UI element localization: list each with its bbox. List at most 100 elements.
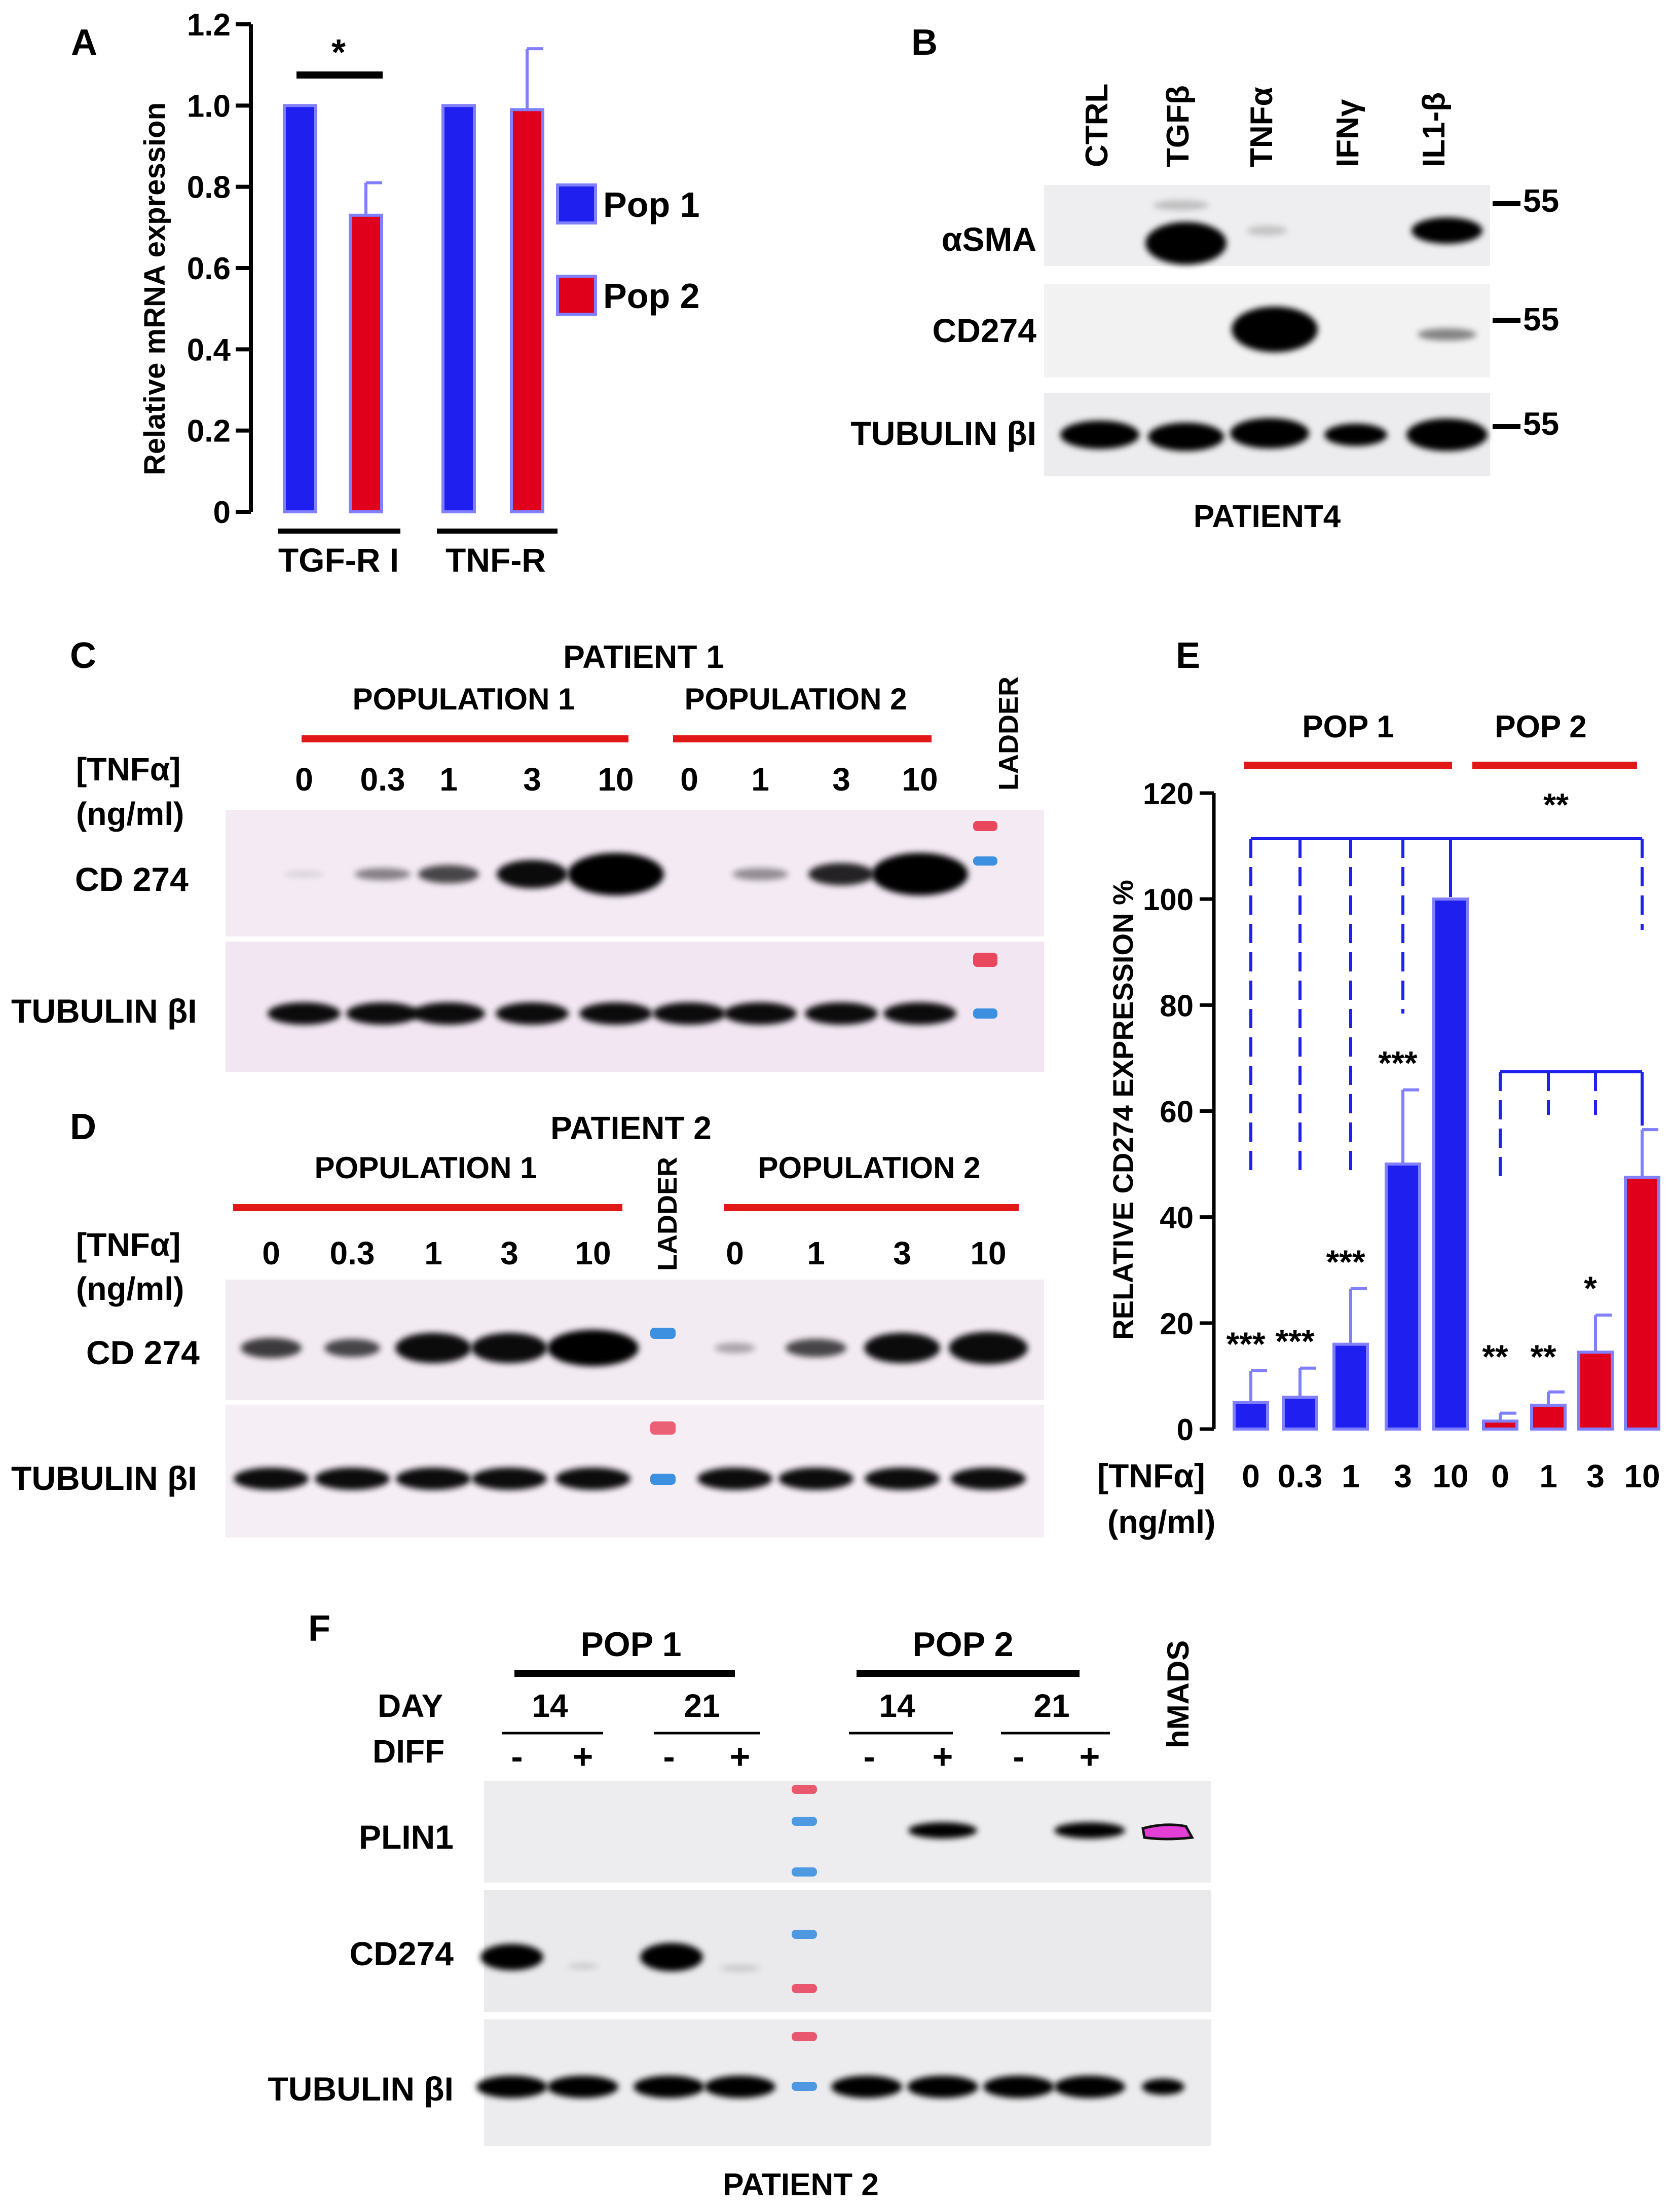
panel-e-bar: [1624, 1176, 1660, 1431]
panel-c: C PATIENT 1 POPULATION 1 POPULATION 2 LA…: [11, 635, 1044, 1072]
panel-f-band-plin1: [908, 1822, 977, 1839]
panel-c-ladder-red: [973, 821, 997, 831]
panel-e: E POP 1 POP 2 RELATIVE CD274 EXPRESSION …: [1097, 635, 1660, 1540]
panel-e-x-tick-label: 10: [1432, 1458, 1468, 1494]
panel-d-title: PATIENT 2: [550, 1110, 712, 1146]
panel-a-bar: [349, 213, 383, 513]
panel-c-dose-label: 1: [439, 761, 458, 798]
panel-f-band-plin1: [1054, 1822, 1125, 1839]
panel-d-units-label: (ng/ml): [76, 1270, 184, 1307]
panel-b-row-tubulin: TUBULIN βI: [850, 415, 1036, 452]
panel-d-dose-label: 10: [970, 1235, 1006, 1271]
panel-d-band-cd274: [949, 1332, 1028, 1364]
panel-f-hmads-label: hMADS: [1161, 1640, 1195, 1748]
panel-d-band-tubulin: [555, 1468, 630, 1490]
panel-f-row-cd274: CD274: [350, 1935, 454, 1972]
panel-e-y-tick-label: 80: [1160, 989, 1194, 1023]
panel-e-significance-label: ***: [1378, 1044, 1417, 1082]
panel-b-band-asma-il1b: [1412, 217, 1482, 244]
panel-d-band-cd274: [395, 1333, 471, 1363]
panel-c-ladder-red-2: [973, 953, 997, 967]
panel-a-y-axis: 0 0.2 0.4 0.6 0.8 1.0 1.2: [187, 8, 253, 530]
panel-d-band-cd274: [715, 1343, 755, 1353]
panel-e-bar: [1282, 1396, 1318, 1431]
panel-d-band-tubulin: [472, 1468, 547, 1490]
panel-f-band-tubulin: [634, 2076, 704, 2098]
panel-a-legend-label-pop1: Pop 1: [603, 185, 700, 224]
panel-b-band-tub-4: [1324, 424, 1387, 446]
panel-b-row-asma: αSMA: [942, 220, 1036, 258]
panel-c-band-cd274: [418, 865, 479, 883]
panel-a-y-tick-label: 0.8: [187, 170, 231, 205]
panel-f-blot-cd274: [484, 1890, 1211, 2012]
panel-f-diff-sign: +: [730, 1737, 751, 1776]
panel-b-letter: B: [911, 22, 938, 63]
panel-e-brackets: [1249, 837, 1644, 1181]
panel-e-x-tick-label: 0: [1491, 1458, 1509, 1494]
panel-e-y-tick-label: 120: [1143, 777, 1194, 811]
panel-b-band-tub-2: [1148, 423, 1224, 451]
panel-b-band-tub-3: [1230, 418, 1309, 448]
panel-f-day-label: DAY: [378, 1688, 443, 1724]
panel-b-lane-tnfa: TNFα: [1244, 87, 1279, 167]
panel-e-y-axis-label: RELATIVE CD274 EXPRESSION %: [1107, 880, 1139, 1340]
panel-f-diff-sign: +: [573, 1737, 593, 1776]
panel-d-pop1-label: POPULATION 1: [315, 1151, 537, 1185]
panel-d-treatment-label: [TNFα]: [76, 1226, 180, 1263]
panel-f-ladder-marker: [792, 1817, 817, 1826]
panel-c-letter: C: [70, 635, 96, 676]
panel-a-y-tick-label: 0.2: [187, 414, 231, 449]
panel-f-pop1-label: POP 1: [580, 1625, 681, 1664]
panel-d-row-tubulin: TUBULIN βI: [11, 1459, 197, 1497]
panel-e-y-tick-label: 20: [1160, 1307, 1194, 1341]
panel-b-lane-il1b: IL1-β: [1417, 92, 1452, 167]
panel-b-footer: PATIENT4: [1194, 499, 1341, 534]
panel-d-band-tubulin: [234, 1468, 309, 1490]
panel-d-ladder-red: [650, 1421, 676, 1435]
panel-e-x-tick-label: 3: [1394, 1458, 1412, 1494]
panel-e-x-tick-label: 1: [1342, 1458, 1360, 1494]
panel-e-treatment-label: [TNFα]: [1097, 1457, 1205, 1494]
panel-d-doses: 0 0.3 1 3 10 0 1 3 10: [262, 1235, 1006, 1271]
panel-e-y-tick-label: 60: [1160, 1095, 1194, 1129]
panel-f-diff-sign: -: [663, 1737, 675, 1776]
panel-f-letter: F: [308, 1608, 330, 1649]
panel-c-dose-label: 10: [902, 761, 938, 798]
panel-f-pop2-label: POP 2: [912, 1625, 1013, 1664]
panel-a-significance-star: *: [331, 32, 346, 73]
panel-f-day-value: 21: [1033, 1688, 1069, 1724]
panel-c-dose-label: 3: [832, 761, 850, 798]
panel-f-day-value: 14: [532, 1688, 568, 1724]
panel-c-dose-label: 0: [295, 761, 313, 798]
panel-f: F POP 1 POP 2 DAY DIFF 14 21 14 21 - + - + - + - +…: [268, 1608, 1211, 2202]
panel-f-footer: PATIENT 2: [723, 2167, 879, 2202]
panel-f-diff-sign: +: [933, 1737, 953, 1776]
panel-e-x-tick-label: 1: [1539, 1458, 1557, 1494]
panel-c-doses: 0 0.3 1 3 10 0 1 3 10: [295, 761, 938, 798]
panel-d-dose-label: 0.3: [330, 1235, 375, 1271]
panel-c-band-tubulin: [724, 1002, 797, 1025]
panel-b: B CTRL TGFβ TNFα IFNγ IL1-β αSMA CD274 T…: [850, 22, 1559, 534]
panel-c-row-cd274: CD 274: [75, 860, 189, 898]
panel-d-band-tubulin: [778, 1468, 853, 1490]
panel-d-band-cd274: [547, 1330, 639, 1366]
panel-c-band-cd274: [284, 871, 324, 877]
panel-c-band-tubulin: [268, 1002, 341, 1025]
panel-b-lane-tgfb: TGFβ: [1161, 85, 1196, 167]
panel-b-band-cd274-tnfa: [1232, 307, 1318, 352]
panel-e-y-tick-label: 40: [1160, 1201, 1194, 1235]
panel-f-row-plin1: PLIN1: [359, 1818, 454, 1856]
panel-e-x-tick-label: 10: [1624, 1458, 1660, 1494]
panel-a-y-tick-label: 0.6: [187, 251, 231, 286]
panel-c-band-tubulin: [412, 1002, 485, 1025]
panel-a-y-tick-label: 1.0: [187, 89, 231, 124]
panel-a-legend-swatch-pop2: [556, 275, 597, 316]
panel-a-y-axis-label: Relative mRNA expression: [138, 102, 171, 475]
panel-a-bar: [441, 104, 476, 514]
panel-d-band-cd274: [324, 1339, 380, 1357]
panel-c-ladder-label: LADDER: [993, 677, 1024, 791]
panel-c-band-tubulin: [346, 1002, 419, 1025]
panel-a: A Relative mRNA expression 0 0.2 0.4 0.6 0.8…: [71, 8, 700, 579]
panel-a-y-tick-label: 0.4: [187, 332, 231, 367]
panel-c-bands: [268, 821, 997, 1025]
